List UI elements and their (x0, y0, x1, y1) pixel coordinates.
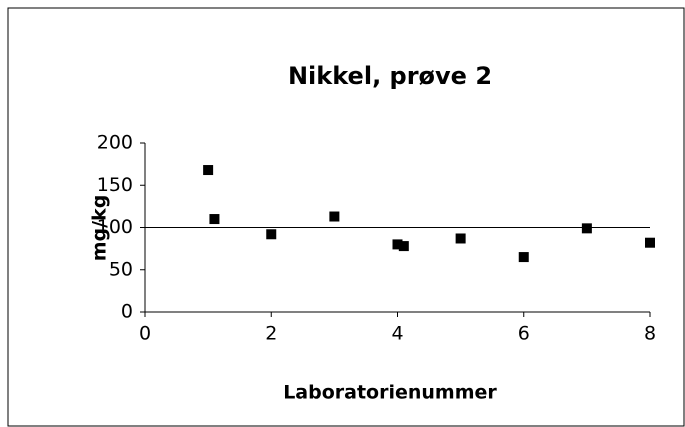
y-axis-label: mg/kg (89, 195, 111, 262)
x-tick-label: 8 (644, 323, 656, 345)
y-tick-label: 100 (97, 216, 133, 238)
x-tick-label: 6 (518, 323, 530, 345)
y-tick-label: 0 (121, 301, 133, 323)
x-axis-label: Laboratorienummer (283, 382, 497, 404)
data-point (645, 237, 655, 248)
data-point (266, 229, 277, 240)
data-point (398, 241, 409, 252)
data-point (209, 214, 220, 225)
y-tick-label: 150 (97, 174, 133, 196)
y-tick-label: 200 (97, 132, 133, 154)
data-point (203, 165, 214, 176)
data-point (329, 211, 340, 222)
data-point (455, 233, 466, 244)
x-tick-label: 4 (391, 323, 403, 345)
y-tick-label: 50 (109, 258, 133, 280)
data-point (518, 252, 529, 263)
x-tick-label: 0 (139, 323, 151, 345)
chart-title: Nikkel, prøve 2 (288, 62, 492, 90)
data-point (392, 239, 403, 250)
chart-frame (7, 7, 685, 427)
x-tick-label: 2 (265, 323, 277, 345)
data-point (581, 223, 592, 234)
